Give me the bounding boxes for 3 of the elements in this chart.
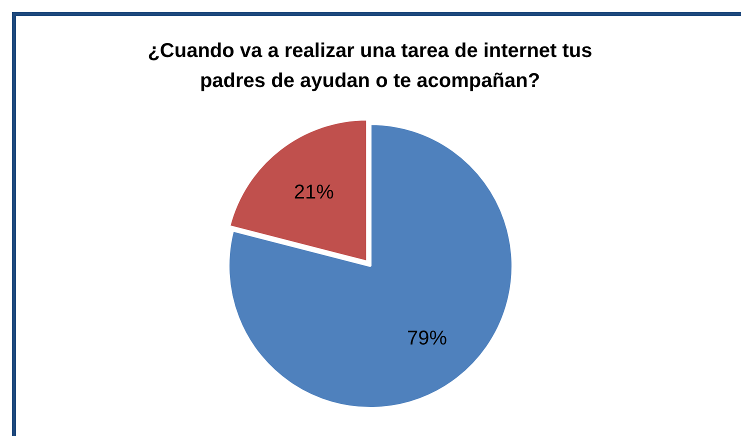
data-label: 79% — [407, 327, 448, 350]
data-label: 21% — [294, 182, 334, 204]
chart-title: ¿Cuando va a realizar una tarea de internet tus padres de ayudan o te acompañan? — [146, 39, 594, 94]
